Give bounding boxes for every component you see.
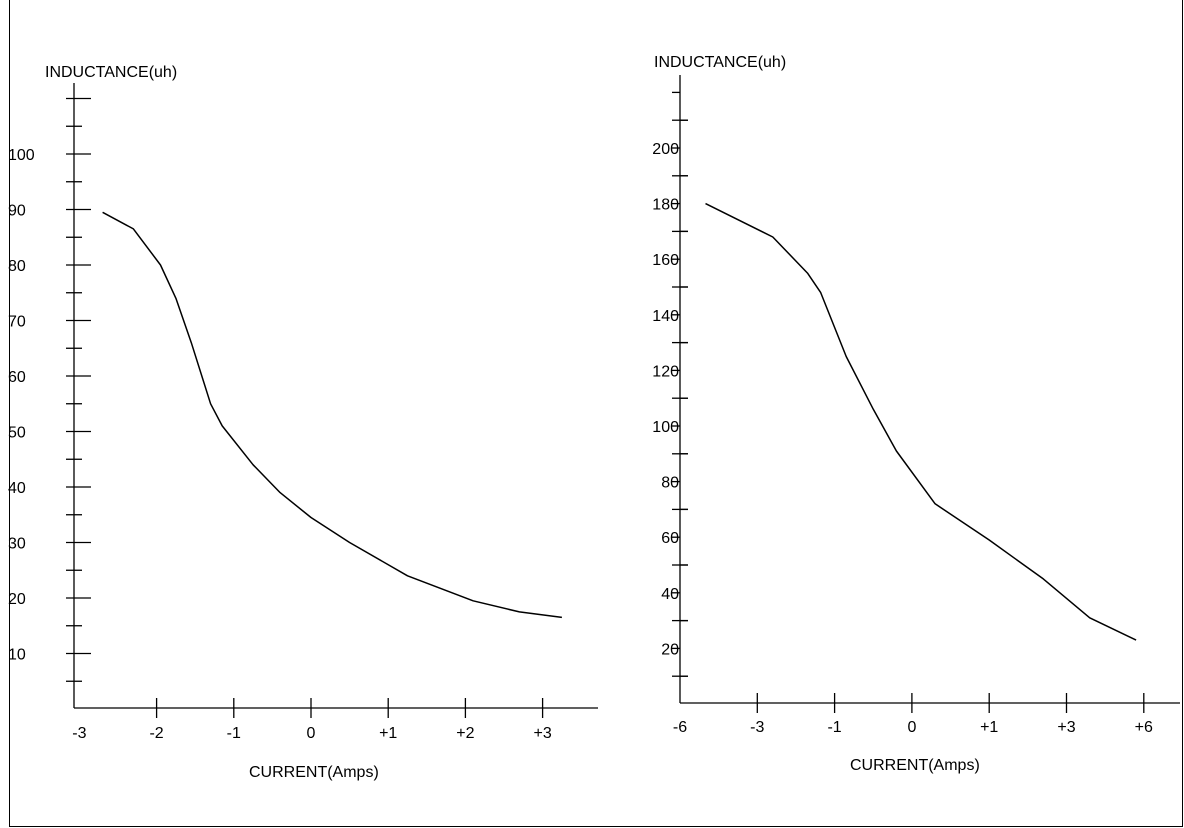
x-axis-label-right: CURRENT(Amps) [850, 757, 980, 774]
y-tick-label-left: 50 [8, 425, 26, 442]
y-tick-label-left: 30 [8, 536, 26, 553]
x-tick-label-right: 0 [907, 719, 916, 736]
y-axis-label-left: INDUCTANCE(uh) [45, 64, 177, 81]
y-tick-label-right: 60 [661, 530, 679, 547]
y-tick-label-right: 80 [661, 475, 679, 492]
y-tick-label-left: 40 [8, 480, 26, 497]
x-tick-label-right: -6 [673, 719, 687, 736]
y-tick-label-right: 180 [652, 197, 679, 214]
y-tick-label-left: 10 [8, 647, 26, 664]
x-tick-label-left: +1 [379, 725, 397, 742]
x-tick-label-left: 0 [307, 725, 316, 742]
x-tick-label-right: -1 [827, 719, 841, 736]
series-line-right [705, 202, 1137, 641]
y-tick-label-right: 200 [652, 141, 679, 158]
y-tick-label-left: 90 [8, 203, 26, 220]
x-tick-label-right: +3 [1057, 719, 1075, 736]
y-tick-label-right: 120 [652, 363, 679, 380]
y-tick-label-left: 60 [8, 369, 26, 386]
y-tick-label-right: 40 [661, 586, 679, 603]
y-tick-label-left: 20 [8, 591, 26, 608]
y-axis-label-right: INDUCTANCE(uh) [654, 54, 786, 71]
y-tick-label-right: 140 [652, 308, 679, 325]
x-tick-label-left: +3 [533, 725, 551, 742]
x-tick-label-right: -3 [750, 719, 764, 736]
y-tick-label-right: 100 [652, 419, 679, 436]
series-line-left [102, 211, 562, 619]
x-tick-label-right: +1 [980, 719, 998, 736]
y-tick-label-left: 70 [8, 314, 26, 331]
y-tick-label-left: 80 [8, 258, 26, 275]
y-tick-label-right: 160 [652, 252, 679, 269]
chart-left: INDUCTANCE(uh) CURRENT(Amps) 10 20 30 40 50 6… [8, 64, 598, 781]
y-tick-label-left: 100 [8, 147, 35, 164]
figure-frame [9, 0, 1183, 827]
x-tick-label-left: +2 [456, 725, 474, 742]
x-tick-label-right: +6 [1135, 719, 1153, 736]
x-tick-label-left: -1 [227, 725, 241, 742]
chart-right: INDUCTANCE(uh) CURRENT(Amps) 20 40 60 80 100… [652, 54, 1180, 774]
x-tick-label-left: -3 [72, 725, 86, 742]
x-axis-label-left: CURRENT(Amps) [249, 764, 379, 781]
x-tick-label-left: -2 [149, 725, 163, 742]
y-tick-label-right: 20 [661, 641, 679, 658]
